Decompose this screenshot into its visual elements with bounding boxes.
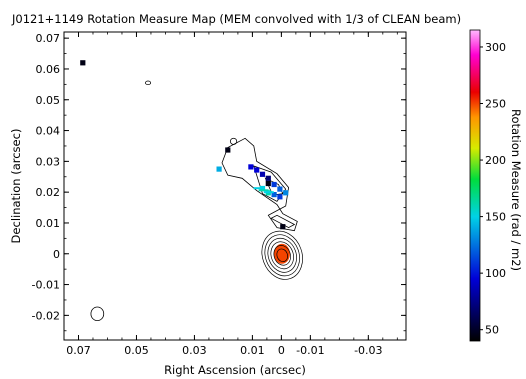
y-tick-label: -0.02 [32,309,60,322]
core-contour [261,230,303,280]
chart-title: J0121+1149 Rotation Measure Map (MEM con… [11,12,461,26]
rm-pixel [248,164,254,170]
x-tick-label: 0 [278,344,285,357]
rm-pixel [265,175,271,181]
colorbar-tick-label: 50 [485,324,499,337]
core-contour [273,245,291,266]
rm-pixel [259,171,266,177]
x-tick-label: 0.01 [240,344,265,357]
colorbar-tick-label: 300 [485,41,506,54]
blob-upper-contour [229,137,238,145]
x-tick-label: -0.01 [296,344,324,357]
colorbar-tick-label: 250 [485,98,506,111]
y-tick-label: 0.03 [36,155,61,168]
x-axis-label: Right Ascension (arcsec) [164,363,306,377]
rm-pixel [258,189,269,192]
x-tick-label: 0.03 [182,344,207,357]
rm-pixel [271,181,277,188]
y-tick-label: 0.05 [36,94,61,107]
rm-pixel [271,192,277,198]
blob-north-contour [145,80,152,86]
x-tick-label: 0.05 [124,344,149,357]
y-tick-label: 0.06 [36,63,61,76]
colorbar: 50 100 150 200 250 300 [469,29,506,342]
colorbar-tick-label: 100 [485,267,506,280]
rm-pixel [277,186,283,192]
x-tick-label: -0.03 [354,344,382,357]
rm-pixel [225,147,231,153]
rm-pixel [254,167,260,173]
colorbar-label: Rotation Measure (rad / m2) [509,109,523,271]
y-tick-label: 0.04 [36,125,61,138]
jet-contours [221,137,298,232]
rm-pixel [280,224,286,230]
y-axis-label: Declination (arcsec) [9,129,23,244]
rm-pixel [216,166,222,172]
rm-pixel [265,180,271,187]
beam-contour [90,306,105,322]
rm-pixel [253,187,264,190]
core-contour [276,248,288,263]
y-tick-label: 0.02 [36,186,61,199]
colorbar-tick-label: 150 [485,211,506,224]
rm-pixel [263,191,274,194]
y-tick-label: -0.01 [32,279,60,292]
y-tick-label: 0.01 [36,217,61,230]
rm-pixel [277,194,283,200]
core-contour [264,234,300,277]
rm-pixel [80,60,86,66]
y-tick-label: 0.07 [36,32,61,45]
axes: 0.07 0.05 0.03 0.01 0 -0.01 -0.03 0.07 0.06 0.05 0… [32,32,406,357]
rm-pixel [283,190,289,196]
colorbar-tick-label: 200 [485,154,506,167]
plot-frame [63,31,407,341]
core-contour [267,237,297,273]
core-contour [270,241,294,270]
colorbar-bar [469,29,481,342]
x-tick-label: 0.07 [66,344,91,357]
y-tick-label: 0 [53,248,60,261]
plot-area: 0.07 0.05 0.03 0.01 0 -0.01 -0.03 0.07 0.06 0.05 0… [32,32,406,357]
